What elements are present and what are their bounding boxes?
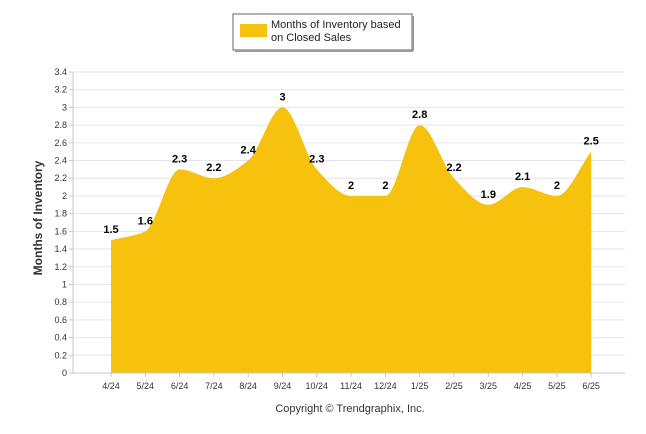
x-tick-label: 12/24 — [374, 381, 397, 391]
x-tick-label: 8/24 — [239, 381, 257, 391]
y-tick-label: 0 — [62, 368, 67, 378]
legend-label-line1: Months of Inventory based — [271, 19, 401, 31]
copyright-text: Copyright © Trendgraphix, Inc. — [275, 403, 424, 415]
x-tick-label: 6/25 — [582, 381, 600, 391]
x-tick-label: 1/25 — [411, 381, 429, 391]
data-label: 1.9 — [481, 189, 496, 201]
x-tick-label: 5/25 — [548, 381, 566, 391]
x-tick-label: 11/24 — [340, 381, 362, 391]
legend-label-line2: on Closed Sales — [271, 32, 352, 44]
data-label: 2.3 — [172, 153, 187, 165]
x-tick-label: 2/25 — [445, 381, 463, 391]
x-tick-label: 4/25 — [514, 381, 532, 391]
legend-swatch — [240, 24, 267, 37]
y-tick-label: 1.6 — [54, 226, 67, 236]
data-label: 2 — [348, 180, 354, 192]
data-label: 2.2 — [446, 162, 461, 174]
data-label: 2.8 — [412, 109, 427, 121]
y-tick-label: 1.4 — [54, 244, 67, 254]
x-tick-label: 6/24 — [171, 381, 189, 391]
y-tick-label: 1.8 — [54, 209, 67, 219]
y-tick-label: 0.8 — [54, 297, 67, 307]
data-label: 2.2 — [206, 162, 221, 174]
y-tick-label: 2 — [62, 191, 67, 201]
data-label: 1.5 — [103, 224, 118, 236]
y-tick-label: 0.4 — [54, 333, 67, 343]
data-label: 2.4 — [241, 145, 257, 157]
legend: Months of Inventory based on Closed Sale… — [232, 13, 414, 52]
data-label: 2 — [554, 180, 560, 192]
y-tick-labels: 0 0.2 0.4 0.6 0.8 1 1.2 1.4 1.6 1.8 2 2.2 2.4 2.6 2.8 3… — [54, 67, 67, 378]
data-label: 1.6 — [138, 215, 153, 227]
x-tick-label: 7/24 — [205, 381, 223, 391]
data-label: 2.5 — [584, 136, 599, 148]
y-axis-label: Months of Inventory — [31, 160, 45, 275]
x-tick-label: 10/24 — [306, 381, 329, 391]
y-tick-label: 2.8 — [54, 120, 67, 130]
data-label: 2.3 — [309, 153, 324, 165]
data-labels: 1.5 1.6 2.3 2.2 2.4 3 2.3 2 2 2.8 2.2 1.9 2.1 2 2.5 — [103, 91, 598, 236]
y-tick-label: 0.6 — [54, 315, 67, 325]
x-tick-label: 9/24 — [274, 381, 292, 391]
y-tick-label: 3.4 — [54, 67, 67, 77]
y-tick-label: 2.2 — [54, 173, 67, 183]
x-tick-label: 4/24 — [102, 381, 120, 391]
area-series — [111, 107, 592, 373]
axes — [72, 72, 625, 377]
y-tick-label: 1.2 — [54, 262, 67, 272]
y-tick-label: 0.2 — [54, 350, 67, 360]
x-tick-labels: 4/24 5/24 6/24 7/24 8/24 9/24 10/24 11/24 12/24 1… — [102, 381, 600, 391]
data-label: 2 — [382, 180, 388, 192]
data-label: 2.1 — [515, 171, 530, 183]
data-label: 3 — [279, 91, 285, 103]
y-tick-label: 3.2 — [54, 85, 67, 95]
y-tick-label: 3 — [62, 102, 67, 112]
series-area — [111, 107, 592, 373]
x-tick-label: 5/24 — [137, 381, 155, 391]
y-tick-label: 2.6 — [54, 138, 67, 148]
x-tick-label: 3/25 — [480, 381, 498, 391]
y-tick-label: 2.4 — [54, 156, 67, 166]
y-tick-label: 1 — [62, 279, 67, 289]
